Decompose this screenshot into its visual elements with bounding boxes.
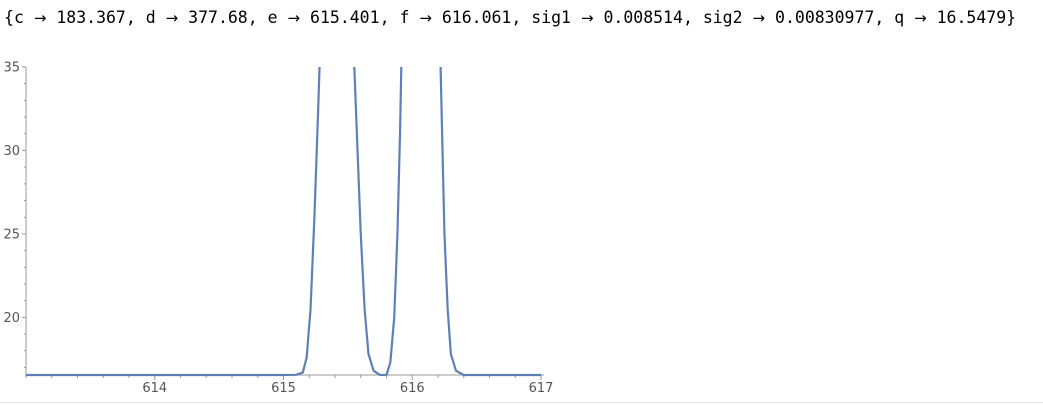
y-tick-label: 20 [3, 311, 20, 326]
open-brace: { [4, 8, 14, 27]
rule-e: e → 615.401 [268, 8, 380, 27]
rule-separator: , [874, 8, 895, 27]
rule-arrow: → [33, 9, 47, 27]
series-line-3 [439, 66, 541, 377]
rule-name: d [145, 8, 156, 27]
rule-arrow: → [165, 9, 179, 27]
axes: 614 615 616 617 20 25 30 35 [3, 61, 553, 397]
rule-value: 0.008514 [603, 8, 683, 27]
close-brace: } [1006, 8, 1017, 27]
x-tick-label: 614 [142, 381, 167, 396]
rule-value: 183.367 [56, 8, 126, 27]
rule-sig2: sig2 → 0.00830977 [703, 8, 875, 27]
rule-value: 615.401 [310, 8, 380, 27]
rule-arrow: → [914, 9, 927, 27]
rule-arrow: → [287, 9, 301, 27]
y-tick-label: 30 [3, 144, 20, 159]
rule-f: f → 616.061 [399, 8, 511, 27]
rule-arrow: → [419, 9, 432, 27]
rule-separator: , [511, 8, 532, 27]
rule-name: c [13, 8, 24, 27]
series-line-1 [26, 66, 321, 377]
rule-name: sig2 [702, 8, 743, 27]
rule-value: 616.061 [441, 8, 512, 27]
x-tick-label: 615 [271, 381, 296, 396]
rule-sig1: sig1 → 0.008514 [531, 8, 683, 27]
rule-name: f [399, 8, 410, 27]
rule-separator: , [682, 8, 703, 27]
cell-divider [0, 402, 1043, 403]
rule-separator: , [247, 8, 268, 27]
rule-name: sig1 [531, 8, 571, 27]
rule-separator: , [379, 8, 400, 27]
rule-q: q → 16.5479 [894, 8, 1006, 27]
y-tick-label: 25 [3, 227, 20, 242]
rule-arrow: → [580, 9, 594, 27]
rule-value: 0.00830977 [775, 8, 875, 27]
x-tick-label: 617 [529, 381, 554, 396]
rule-d: d → 377.68 [146, 8, 248, 27]
series-line-2 [353, 66, 403, 377]
rule-list: c → 183.367, d → 377.68, e → 615.401, f … [14, 8, 1006, 27]
rule-name: e [267, 8, 278, 27]
x-tick-label: 616 [400, 381, 425, 396]
rule-c: c → 183.367 [14, 8, 126, 27]
rule-name: q [894, 8, 905, 27]
rule-separator: , [125, 8, 146, 27]
rule-arrow: → [752, 9, 766, 27]
rule-value: 16.5479 [936, 8, 1007, 27]
curves [26, 66, 541, 377]
rule-value: 377.68 [188, 8, 248, 27]
y-tick-label: 35 [3, 61, 20, 76]
evaluation-output: {c → 183.367, d → 377.68, e → 615.401, f… [4, 8, 1016, 27]
